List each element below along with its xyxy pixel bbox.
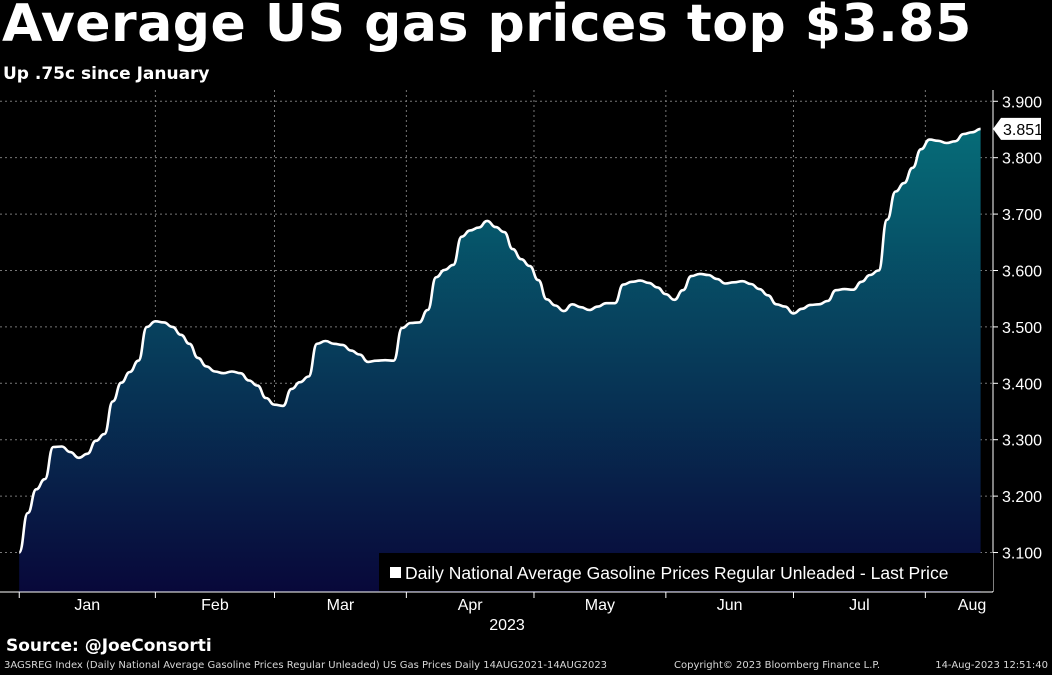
chart-subtitle: Up .75c since January — [3, 64, 210, 84]
footer-index-info: 3AGSREG Index (Daily National Average Ga… — [4, 660, 608, 671]
y-tick-label: 3.800 — [1002, 151, 1042, 168]
legend-swatch — [390, 567, 401, 578]
y-tick-label: 3.600 — [1002, 263, 1042, 280]
y-tick-label: 3.700 — [1002, 207, 1042, 224]
last-price-label: 3.851 — [1003, 122, 1043, 139]
footer-copyright: Copyright© 2023 Bloomberg Finance L.P. — [674, 660, 881, 671]
y-tick-label: 3.300 — [1002, 433, 1042, 450]
y-tick-label: 3.200 — [1002, 489, 1042, 506]
x-tick-label: Jan — [74, 597, 100, 614]
y-tick-label: 3.400 — [1002, 376, 1042, 393]
x-tick-label: Apr — [458, 597, 484, 614]
x-tick-label: May — [585, 597, 615, 614]
last-price-tag: 3.851 — [993, 117, 1043, 140]
x-tick-label: Mar — [327, 597, 355, 614]
price-line — [17, 127, 981, 554]
legend-label: Daily National Average Gasoline Prices R… — [405, 563, 949, 583]
chart-legend: Daily National Average Gasoline Prices R… — [379, 553, 993, 591]
x-tick-label: Feb — [201, 597, 229, 614]
source-label: Source: @JoeConsorti — [6, 636, 212, 656]
x-tick-label: Aug — [958, 597, 986, 614]
x-tick-label: Jul — [849, 597, 869, 614]
y-tick-label: 3.100 — [1002, 546, 1042, 563]
footer-timestamp: 14-Aug-2023 12:51:40 — [935, 660, 1048, 671]
y-tick-label: 3.500 — [1002, 320, 1042, 337]
price-area — [19, 128, 981, 592]
year-label: 2023 — [489, 617, 525, 634]
chart-title: Average US gas prices top $3.85 — [2, 0, 972, 54]
chart-axes: 3.100 3.200 3.300 3.400 3.500 3.600 3.700 3.800… — [0, 90, 1043, 634]
x-tick-label: Jun — [717, 597, 743, 614]
last-price-badge — [993, 117, 1041, 140]
y-tick-label: 3.900 — [1002, 94, 1042, 111]
